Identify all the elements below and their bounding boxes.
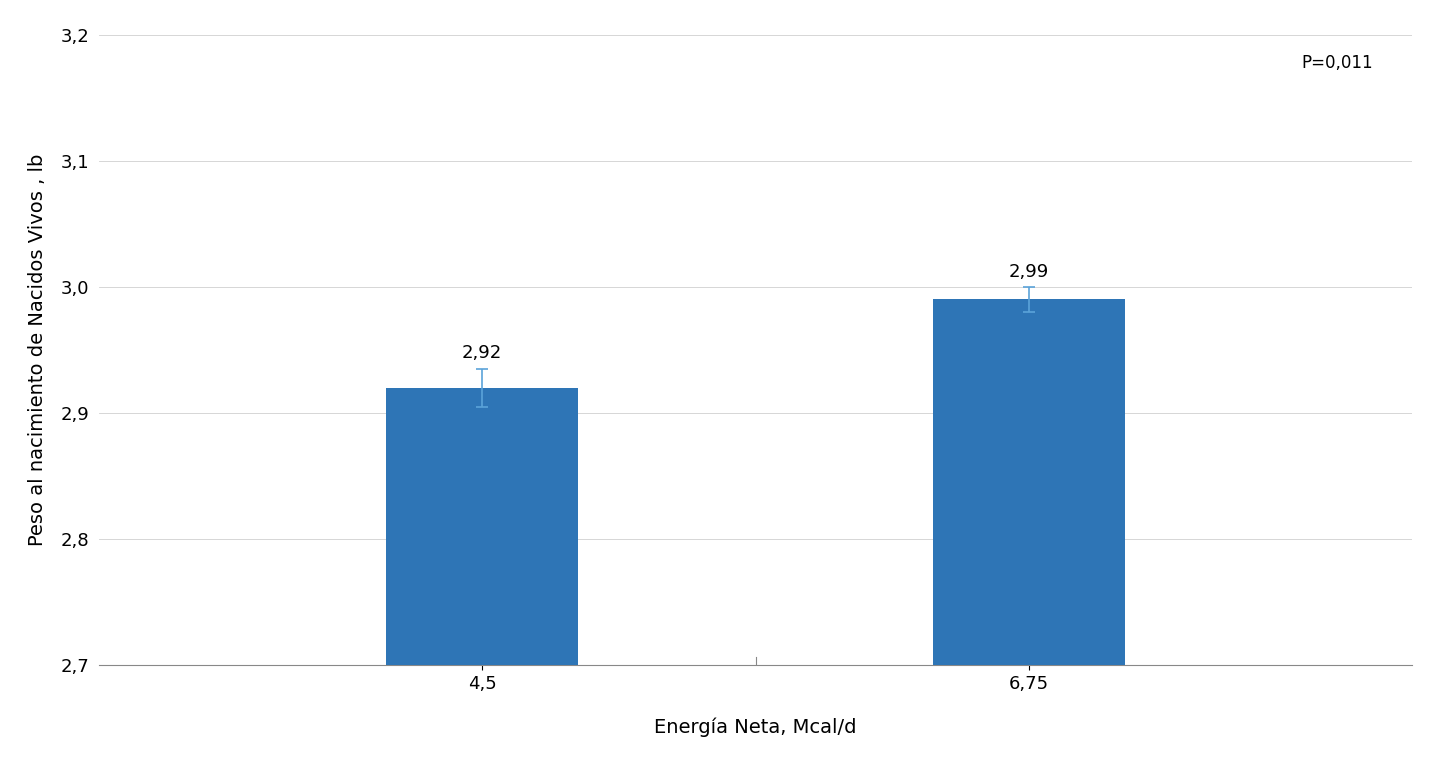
Text: 2,92: 2,92	[462, 344, 503, 363]
Y-axis label: Peso al nacimiento de Nacidos Vivos , lb: Peso al nacimiento de Nacidos Vivos , lb	[27, 154, 46, 546]
X-axis label: Energía Neta, Mcal/d: Energía Neta, Mcal/d	[654, 718, 857, 737]
Bar	[386, 388, 577, 665]
Text: P=0,011: P=0,011	[1302, 54, 1372, 72]
Text: 2,99: 2,99	[1009, 262, 1050, 281]
Bar	[933, 299, 1125, 665]
